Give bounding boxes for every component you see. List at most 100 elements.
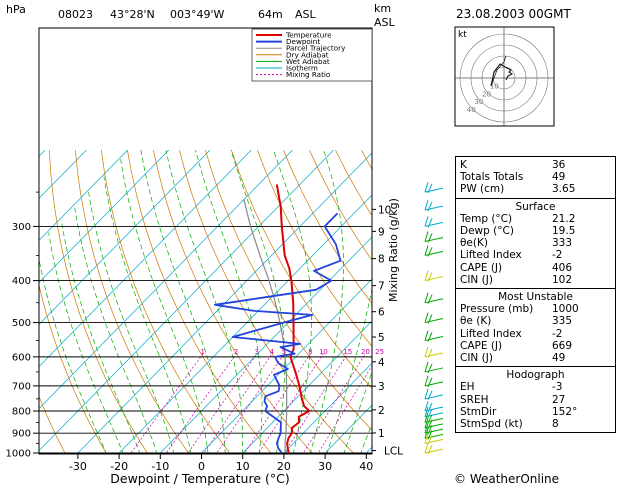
most-unstable-row: CAPE (J) 669 [460, 340, 611, 352]
wind-barb-flag [427, 419, 433, 430]
wind-barb-flag [427, 314, 433, 324]
height-tick-label: 2 [378, 405, 385, 417]
wind-barb-shaft [424, 381, 444, 387]
wind-barb-flag [424, 292, 429, 303]
hodograph-ring-label: 20 [482, 90, 491, 98]
wind-barb-flag [424, 388, 429, 400]
legend-label: Dry Adiabat [286, 50, 329, 59]
isotherm-line [323, 404, 372, 454]
dewpoint-profile [213, 212, 342, 454]
indices-row-label: PW (cm) [460, 183, 505, 196]
wind-barb-flag [427, 348, 433, 359]
mixing-ratio-label: 1 [200, 348, 204, 356]
indices-table: K 36 Totals Totals 49 PW (cm) 3.65 [455, 156, 616, 198]
hodograph-indices-table: Hodograph EH -3 SREH 27 StmDir 152° StmSpd (kt)… [455, 366, 616, 434]
wind-barb-shaft [424, 433, 444, 439]
hodograph-indices-row-label: SREH [460, 393, 489, 406]
wind-barb-flag [427, 332, 433, 342]
surface-row-label: Lifted Index [460, 249, 522, 262]
wind-barb [424, 375, 444, 388]
surface-row-value: 406 [552, 261, 573, 274]
hodograph-ring-label: 40 [467, 106, 476, 114]
dry-adiabat-line [153, 150, 314, 454]
mixing-ratio-label: 5 [282, 348, 286, 356]
dry-adiabat-line [231, 149, 372, 389]
wind-barb [424, 330, 444, 342]
isotherm-line [39, 149, 334, 452]
hodograph-ring-label: 30 [474, 98, 483, 106]
wind-barb-shaft [424, 221, 444, 227]
surface-row-value: 102 [552, 273, 573, 286]
wind-barb-flag [427, 363, 433, 374]
km-unit-label: km [374, 2, 391, 15]
hodograph-trace-upper [490, 55, 507, 87]
hodograph-ring [459, 33, 549, 123]
wind-barb-flag [427, 390, 433, 401]
legend-label: Isotherm [286, 64, 318, 73]
credit-label: © WeatherOnline [454, 472, 559, 486]
temperature-tick-label: 10 [236, 460, 250, 473]
wind-barb [424, 292, 444, 304]
mixing-ratio-line [129, 353, 204, 454]
indices-row-value: 49 [552, 171, 566, 184]
hodograph-indices-row-label: EH [460, 381, 475, 394]
indices-row-value: 36 [552, 159, 566, 171]
wind-barb [424, 400, 444, 413]
height-tick-label: 10 [378, 204, 391, 216]
most-unstable-row-value: 669 [552, 339, 573, 352]
most-unstable-row-value: 49 [552, 352, 566, 365]
mixing-ratio-label: 4 [270, 348, 275, 356]
legend-label: Parcel Trajectory [286, 44, 346, 53]
most-unstable-row-label: CIN (J) [460, 352, 493, 365]
wet-adiabat-line [273, 149, 312, 454]
wind-barb [424, 433, 444, 445]
wet-adiabat-line [343, 370, 372, 454]
wind-barb-flag [424, 412, 429, 423]
wind-barb [424, 442, 444, 455]
mixing-ratio-label: 15 [343, 348, 352, 356]
temperature-tick-label: -30 [69, 460, 87, 473]
wind-barb [424, 312, 444, 324]
wind-barb-flag [427, 294, 433, 304]
hodograph-ring [481, 55, 527, 101]
most-unstable-title: Most Unstable [498, 291, 573, 304]
hodograph-indices-title: Hodograph [506, 369, 565, 382]
wind-barb-shaft [424, 438, 444, 444]
wind-barb-flag [427, 247, 433, 257]
profiles-layer [213, 184, 342, 454]
temperature-tick-label: 0 [198, 460, 205, 473]
mixing-ratio-line [215, 353, 285, 454]
wind-barb-flag [424, 406, 429, 417]
legend-label: Wet Adiabat [286, 57, 330, 66]
mixing-ratio-line [302, 353, 366, 454]
station-lon: 003°49'W [170, 8, 225, 21]
most-unstable-row-value: 1000 [552, 303, 579, 316]
surface-row-value: 21.2 [552, 212, 576, 225]
wind-barb-flag [424, 312, 429, 323]
wind-barb-flag [427, 402, 433, 413]
mixing-ratio-label: 10 [319, 348, 328, 356]
hodograph-ring-label: 10 [490, 83, 499, 91]
wind-barb-shaft [424, 318, 444, 324]
wet-adiabat-line [309, 149, 344, 454]
lcl-label: LCL [384, 446, 403, 458]
mixing-ratio-line [186, 353, 258, 454]
wind-barb-shaft [424, 250, 444, 256]
mixing-ratio-label: 3 [254, 348, 258, 356]
hodograph-indices-row: StmSpd (kt) 8 [460, 418, 611, 430]
height-tick-label: 7 [378, 281, 385, 293]
wind-barb-flag [424, 375, 429, 387]
dry-adiabat-line [283, 149, 372, 305]
wind-barb-flag [424, 216, 429, 227]
hodograph-trace [490, 63, 513, 87]
legend-label: Temperature [285, 31, 332, 40]
hodograph-indices-row-label: StmSpd (kt) [460, 418, 523, 431]
surface-title: Surface [515, 200, 556, 213]
dry-adiabat-line [48, 150, 149, 454]
background-lines [39, 149, 372, 454]
dry-adiabat-line [127, 150, 273, 454]
